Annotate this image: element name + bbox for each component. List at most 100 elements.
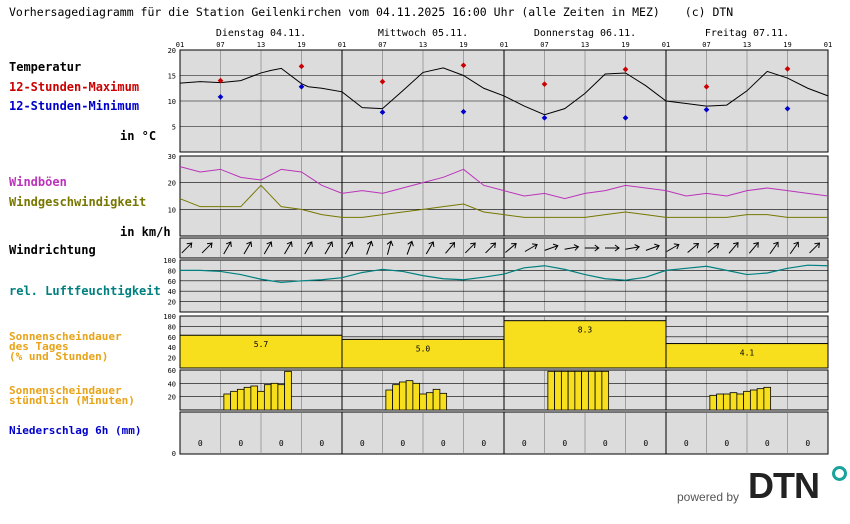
dtn-logo-dot-icon	[832, 466, 847, 481]
arrow-shaft	[445, 242, 455, 254]
label-sun-daily-3: (% und Stunden)	[9, 350, 109, 363]
precipitation-value: 0	[400, 439, 405, 448]
sunshine-daily-bar	[665, 343, 829, 369]
sunshine-hourly-bar	[743, 390, 751, 411]
arrow-shaft	[366, 241, 372, 255]
max-temp-point	[622, 66, 629, 73]
temperature-line	[179, 67, 829, 116]
sunshine-hourly-bar	[398, 381, 407, 411]
hour-tick-label: 01	[662, 41, 670, 49]
y-tick-label: 20	[168, 180, 176, 188]
arrow-shaft	[666, 244, 680, 252]
y-tick-label: 80	[168, 323, 176, 331]
sunshine-hourly-bar	[270, 382, 279, 411]
powered-by-text: powered by	[677, 490, 740, 504]
sunshine-hourly-bar	[250, 385, 259, 411]
arrow-shaft	[809, 242, 820, 254]
max-temp-point	[379, 78, 386, 85]
sunshine-hourly-bar	[560, 370, 569, 411]
arrow-shaft	[645, 245, 660, 251]
y-tick-label: 60	[168, 334, 176, 342]
wind-direction-arrow	[223, 241, 232, 255]
arrow-head	[594, 244, 600, 252]
wind-direction-arrow	[324, 241, 334, 255]
sunshine-hourly-bar	[729, 392, 738, 411]
min-temp-point	[541, 115, 548, 121]
precipitation-value: 0	[198, 439, 203, 448]
hour-tick-label: 07	[216, 41, 224, 49]
arrow-head	[673, 243, 680, 250]
hour-tick-label: 13	[743, 41, 751, 49]
hour-tick-label: 19	[297, 41, 305, 49]
arrow-shaft	[304, 241, 313, 255]
y-tick-label: 60	[168, 367, 176, 375]
sunshine-hourly-bar	[236, 388, 245, 411]
day-label: Freitag 07.11.	[705, 28, 789, 39]
sunshine-hourly-bar	[257, 390, 265, 411]
arrow-shaft	[284, 241, 292, 255]
arrow-head	[614, 244, 620, 252]
arrow-shaft	[524, 244, 538, 252]
hour-tick-label: 19	[459, 41, 467, 49]
arrow-head	[693, 242, 700, 249]
hour-tick-label: 13	[257, 41, 265, 49]
arrow-head	[306, 241, 313, 247]
max-temp-point	[298, 63, 305, 70]
y-tick-label: 15	[168, 73, 176, 81]
arrow-head	[552, 243, 559, 251]
hour-tick-label: 01	[176, 41, 184, 49]
arrow-shaft	[386, 241, 392, 255]
precipitation-value: 0	[441, 439, 446, 448]
wind-direction-arrow	[425, 241, 435, 255]
arrow-head	[511, 242, 517, 249]
arrow-shaft	[223, 241, 232, 255]
arrow-head	[186, 242, 193, 249]
y-tick-label: 0	[172, 450, 176, 458]
hour-tick-label: 19	[621, 41, 629, 49]
y-tick-label: 40	[168, 344, 176, 352]
max-temp-point	[460, 62, 467, 69]
sunshine-hourly-bar	[736, 393, 745, 411]
max-temp-point	[217, 77, 224, 84]
wind-direction-arrow	[584, 244, 600, 252]
label-direction: Windrichtung	[9, 243, 96, 257]
sunshine-hourly-bar	[223, 393, 232, 411]
day-label: Mittwoch 05.11.	[378, 28, 468, 39]
sunshine-hourly-bar	[594, 370, 603, 411]
arrow-shaft	[406, 241, 413, 255]
arrow-head	[366, 240, 374, 247]
sunshine-hourly-bar	[601, 370, 610, 411]
sunshine-hourly-bar	[263, 384, 272, 411]
y-tick-label: 20	[168, 394, 176, 402]
y-tick-label: 80	[168, 267, 176, 275]
y-tick-label: 100	[163, 257, 176, 265]
arrow-head	[246, 241, 253, 247]
sunshine-hourly-bar	[709, 394, 718, 411]
wind-direction-arrow	[304, 241, 313, 255]
arrow-shaft	[464, 242, 476, 254]
arrow-head	[713, 242, 720, 249]
arrow-head	[654, 243, 660, 251]
arrow-head	[407, 240, 414, 247]
hour-tick-label: 07	[540, 41, 548, 49]
label-humidity: rel. Luftfeuchtigkeit	[9, 284, 161, 298]
label-sun-daily-1: Sonnenscheindauer	[9, 330, 122, 343]
y-tick-label: 100	[163, 313, 176, 321]
wind-direction-arrow	[625, 244, 640, 251]
arrow-head	[793, 241, 799, 248]
humidity-line	[180, 264, 829, 283]
sunshine-hourly-bar	[749, 389, 758, 411]
sunshine-daily-label: 8.3	[578, 326, 593, 335]
arrow-shaft	[243, 241, 252, 255]
label-sun-daily-2: des Tages	[9, 340, 69, 353]
precipitation-value: 0	[562, 439, 567, 448]
arrow-head	[327, 241, 334, 247]
arrow-shaft	[769, 241, 779, 255]
precipitation-value: 0	[279, 439, 284, 448]
wind-direction-arrow	[666, 243, 680, 252]
sunshine-daily-label: 4.1	[740, 349, 755, 358]
sunshine-hourly-bar	[432, 388, 441, 411]
label-temp-unit: in °C	[120, 129, 157, 143]
arrow-head	[225, 241, 232, 247]
precipitation-value: 0	[481, 439, 486, 448]
